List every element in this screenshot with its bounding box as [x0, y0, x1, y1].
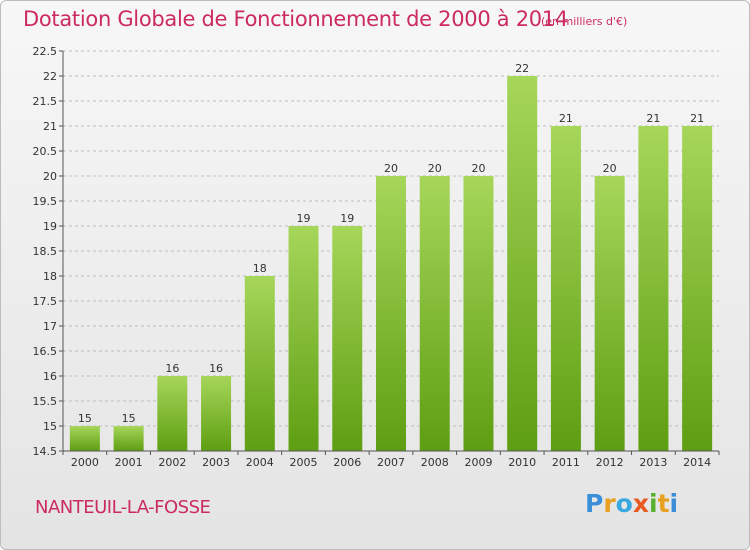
bar-2007 [376, 176, 406, 451]
axes [59, 50, 720, 455]
y-tick-label: 15.5 [33, 395, 58, 408]
y-tick-label: 22.5 [33, 45, 58, 58]
y-tick-label: 21 [43, 120, 57, 133]
x-tick-label-2011: 2011 [552, 456, 580, 469]
y-tick-label: 17 [43, 320, 57, 333]
y-tick-label: 19.5 [33, 195, 58, 208]
data-label-2011: 21 [559, 112, 573, 125]
x-tick-label-2013: 2013 [639, 456, 667, 469]
y-tick-label: 16.5 [33, 345, 58, 358]
bar-2009 [463, 176, 494, 451]
data-label-2003: 16 [209, 362, 223, 375]
data-label-2002: 16 [165, 362, 179, 375]
y-tick-label: 20 [43, 170, 57, 183]
y-tick-label: 17.5 [33, 295, 58, 308]
y-tick-label: 19 [43, 220, 57, 233]
bar-2003 [201, 376, 232, 451]
bars [69, 76, 713, 451]
y-tick-label: 20.5 [33, 145, 58, 158]
labels: 14.5 15 15.5 16 16.5 17 17.5 18 18.5 19 19.5 20 20.5… [33, 45, 712, 469]
data-label-2009: 20 [471, 162, 485, 175]
bar-2010 [507, 76, 538, 451]
bar-2012 [594, 176, 625, 451]
data-label-2000: 15 [78, 412, 92, 425]
bar-2000 [69, 426, 100, 451]
x-tick-label-2010: 2010 [508, 456, 536, 469]
y-tick-label: 22 [43, 70, 57, 83]
x-tick-label-2001: 2001 [115, 456, 143, 469]
y-tick-label: 15 [43, 420, 57, 433]
bar-2014 [682, 126, 713, 451]
data-label-2006: 19 [340, 212, 354, 225]
chart-subtitle: (en milliers d'€) [541, 15, 628, 28]
x-tick-label-2007: 2007 [377, 456, 405, 469]
x-tick-label-2006: 2006 [333, 456, 361, 469]
bar-2006 [332, 226, 363, 451]
city-name: NANTEUIL-LA-FOSSE [35, 497, 211, 518]
bar-2001 [113, 426, 144, 451]
data-label-2007: 20 [384, 162, 398, 175]
bar-2013 [638, 126, 669, 451]
data-label-2005: 19 [297, 212, 311, 225]
y-tick-label: 14.5 [33, 445, 58, 458]
x-tick-label-2005: 2005 [290, 456, 318, 469]
y-tick-label: 18 [43, 270, 57, 283]
bar-2011 [550, 126, 581, 451]
data-label-2001: 15 [122, 412, 136, 425]
x-tick-label-2002: 2002 [158, 456, 186, 469]
data-label-2008: 20 [428, 162, 442, 175]
y-tick-label: 21.5 [33, 95, 58, 108]
bar-2008 [419, 176, 450, 451]
x-tick-label-2004: 2004 [246, 456, 274, 469]
x-tick-label-2014: 2014 [683, 456, 711, 469]
x-tick-label-2009: 2009 [464, 456, 492, 469]
x-tick-label-2012: 2012 [596, 456, 624, 469]
bar-2005 [288, 226, 319, 451]
bar-2004 [244, 276, 275, 451]
data-label-2014: 21 [690, 112, 704, 125]
proxiti-logo[interactable]: Proxiti [585, 489, 679, 518]
bar-2002 [157, 376, 188, 451]
x-tick-label-2003: 2003 [202, 456, 230, 469]
data-label-2013: 21 [646, 112, 660, 125]
data-label-2012: 20 [603, 162, 617, 175]
x-tick-label-2000: 2000 [71, 456, 99, 469]
x-tick-label-2008: 2008 [421, 456, 449, 469]
y-tick-label: 18.5 [33, 245, 58, 258]
y-tick-label: 16 [43, 370, 57, 383]
data-label-2004: 18 [253, 262, 267, 275]
data-label-2010: 22 [515, 62, 529, 75]
chart-title: Dotation Globale de Fonctionnement de 20… [23, 7, 568, 31]
